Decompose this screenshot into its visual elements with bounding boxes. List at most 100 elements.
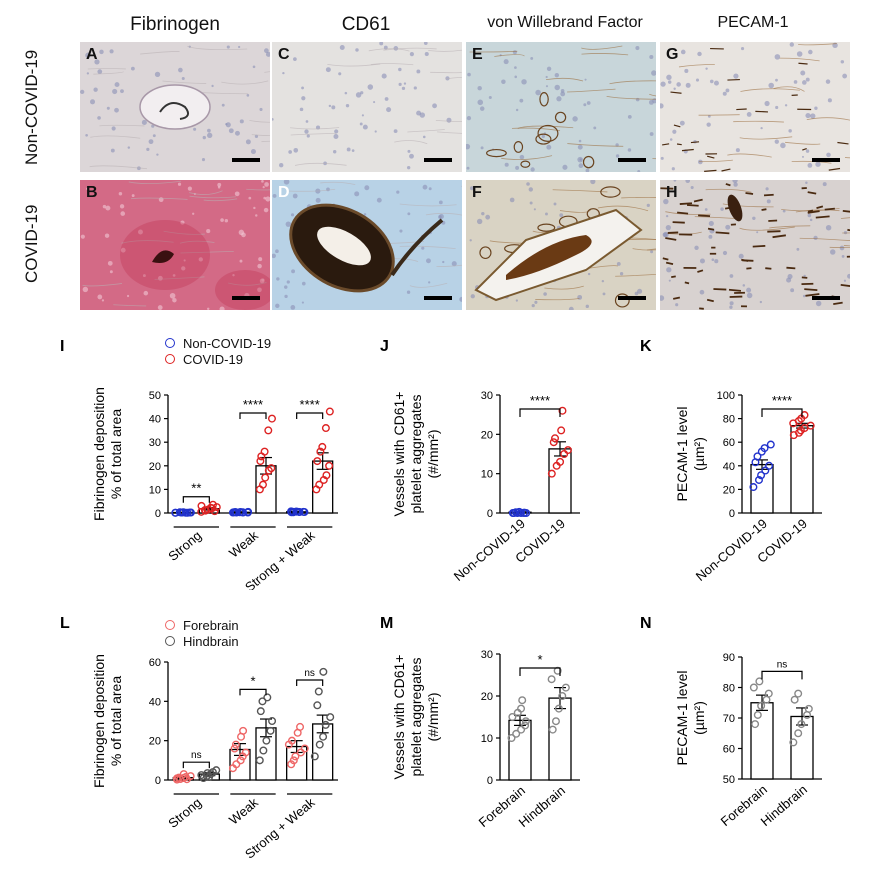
micrograph-c: C (272, 42, 462, 172)
y-axis-label: Vessels with CD61+platelet aggregates(#/… (391, 655, 441, 780)
significance-bracket (296, 679, 324, 686)
significance-bracket (182, 496, 210, 503)
y-tick-label: 80 (723, 683, 735, 695)
data-point (181, 508, 190, 517)
legend-label: Forebrain (183, 617, 239, 633)
panel-letter: E (472, 46, 483, 63)
legend-label: Non-COVID-19 (183, 335, 272, 351)
data-point (319, 667, 328, 676)
data-point (517, 725, 526, 734)
scale-bar (618, 296, 646, 300)
data-point (203, 769, 212, 778)
data-point (322, 471, 331, 480)
data-point (547, 675, 556, 684)
data-point (261, 473, 270, 482)
y-tick-label: 20 (149, 736, 161, 748)
y-tick-label: 20 (149, 461, 161, 473)
significance-label: * (537, 652, 542, 667)
data-point (256, 707, 265, 716)
y-axis-label: Vessels with CD61+platelet aggregates(#/… (391, 392, 441, 517)
panel-letter: F (472, 184, 482, 201)
significance-bracket (761, 670, 803, 680)
data-point (558, 691, 567, 700)
data-point (315, 480, 324, 489)
x-tick-label: Strong (165, 528, 204, 564)
micrograph-a: A (80, 42, 270, 172)
micrograph-g: G (660, 42, 850, 172)
data-point (804, 704, 813, 713)
significance-label: ** (191, 481, 201, 496)
micrograph-b: B (80, 180, 270, 310)
data-point (326, 713, 335, 722)
data-point (558, 406, 567, 415)
data-point (300, 508, 309, 517)
y-tick-label: 100 (717, 390, 735, 402)
data-point (800, 411, 809, 420)
data-point (258, 480, 267, 489)
y-tick-label: 30 (149, 437, 161, 449)
data-point (760, 444, 769, 453)
scale-bar (812, 158, 840, 162)
data-point (318, 442, 327, 451)
panel-letter: D (278, 184, 290, 201)
legend-brain-region: Forebrain Hindbrain (165, 617, 239, 649)
data-point (749, 683, 758, 692)
data-point (754, 475, 763, 484)
y-tick-label: 50 (149, 390, 161, 402)
data-point (764, 689, 773, 698)
row-title-covid: COVID-19 (22, 204, 41, 283)
data-point (549, 438, 558, 447)
data-point (753, 710, 762, 719)
data-point (563, 446, 572, 455)
data-point (296, 722, 305, 731)
data-point (751, 720, 760, 729)
y-tick-label: 0 (487, 508, 493, 520)
data-point (508, 712, 517, 721)
data-point (548, 725, 557, 734)
data-point (205, 773, 214, 782)
significance-bracket (296, 412, 324, 419)
significance-bracket (239, 412, 267, 419)
legend-marker (165, 338, 175, 348)
data-point (210, 507, 219, 516)
data-point (243, 508, 252, 517)
data-point (757, 701, 766, 710)
data-point (314, 687, 323, 696)
x-tick-label: Weak (226, 527, 261, 560)
data-point (507, 733, 516, 742)
data-point (291, 752, 300, 761)
data-point (319, 732, 328, 741)
panel-letter: L (60, 615, 70, 632)
significance-bracket (239, 688, 267, 696)
y-tick-label: 20 (481, 691, 493, 703)
data-point (230, 744, 239, 753)
data-point (310, 752, 319, 761)
y-tick-label: 0 (487, 775, 493, 787)
y-axis-label: PECAM-1 level(µm²) (674, 407, 707, 502)
y-tick-label: 60 (149, 657, 161, 669)
significance-label: ns (304, 668, 315, 679)
column-title-fibrinogen: Fibrinogen (130, 14, 220, 35)
scale-bar (424, 296, 452, 300)
chart-panel-l: L Fibrinogen deposition% of total area 0 20… (60, 612, 340, 872)
data-point (241, 748, 250, 757)
legend-covid-groups: Non-COVID-19 COVID-19 (165, 335, 271, 367)
scale-bar (812, 296, 840, 300)
y-tick-label: 30 (481, 649, 493, 661)
column-title-pecam: PECAM-1 (717, 14, 789, 31)
y-tick-label: 60 (723, 744, 735, 756)
panel-letter: C (278, 46, 290, 63)
data-point (268, 716, 277, 725)
data-point (551, 717, 560, 726)
y-tick-label: 0 (155, 775, 161, 787)
data-point (757, 471, 766, 480)
data-point (266, 726, 275, 735)
panel-letter: B (86, 184, 98, 201)
panel-letter: A (86, 46, 98, 63)
data-point (557, 426, 566, 435)
y-tick-label: 90 (723, 652, 735, 664)
y-axis-label: Fibrinogen deposition% of total area (91, 387, 124, 521)
significance-label: **** (300, 397, 320, 412)
y-tick-label: 30 (481, 390, 493, 402)
data-point (321, 720, 330, 729)
